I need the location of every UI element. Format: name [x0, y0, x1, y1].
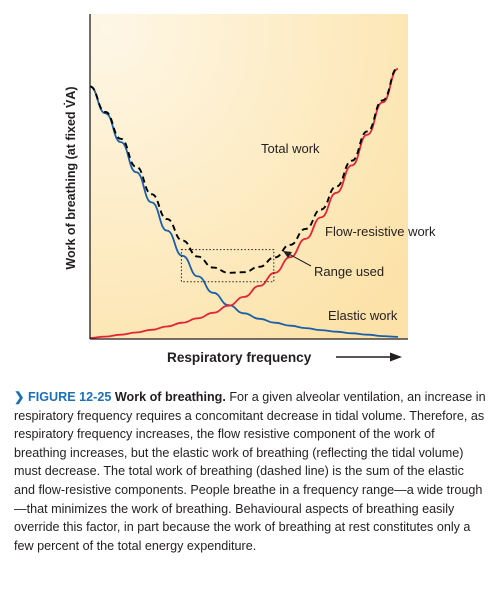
y-axis-title: Work of breathing (at fixed V̇A)	[63, 86, 78, 269]
figure-caption: ❯ FIGURE 12-25 Work of breathing. For a …	[14, 388, 488, 555]
label-range-used: Range used	[314, 264, 384, 279]
series-line-total-work	[89, 66, 399, 274]
chart: Respiratory frequency Work of breathing …	[63, 14, 436, 365]
label-flow-resistive-work: Flow-resistive work	[325, 224, 436, 239]
plot-background	[90, 14, 408, 339]
caption-body: For a given alveolar ventilation, an inc…	[14, 390, 486, 553]
caption-figure-label: ❯ FIGURE 12-25	[14, 390, 112, 404]
x-axis-arrow-head	[390, 352, 402, 362]
series-layer	[89, 66, 399, 339]
range-used-box	[180, 249, 275, 283]
range-used-pointer-head	[283, 251, 292, 258]
label-elastic-work: Elastic work	[328, 308, 398, 323]
x-axis-title: Respiratory frequency	[167, 350, 312, 365]
caption-title: Work of breathing.	[114, 390, 226, 404]
series-line-flow-resistive-work	[89, 68, 399, 339]
range-used-pointer	[286, 252, 312, 267]
label-total-work: Total work	[261, 141, 320, 156]
series-line-elastic-work	[89, 85, 399, 338]
